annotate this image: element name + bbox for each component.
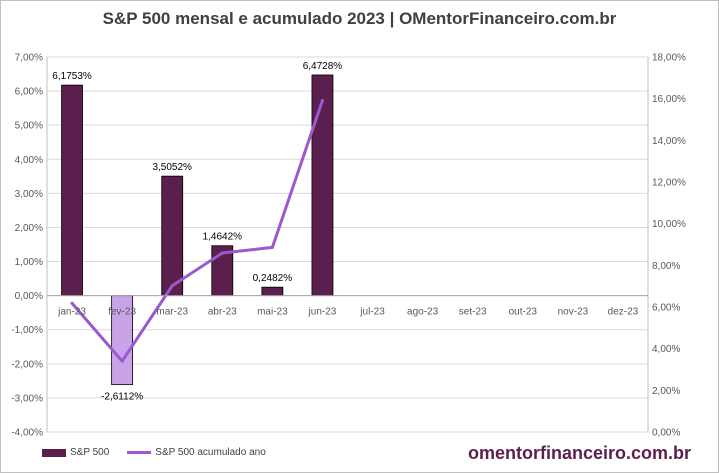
bar-data-label: 6,4728% <box>303 61 343 72</box>
y-left-tick-label: 5,00% <box>15 121 43 132</box>
bar <box>311 74 334 297</box>
bar <box>161 175 184 297</box>
y-left-tick-label: -2,00% <box>11 359 43 370</box>
y-right-tick-label: 16,00% <box>652 94 686 105</box>
line-point <box>220 251 224 255</box>
legend-label-line: S&P 500 acumulado ano <box>155 447 266 458</box>
bar <box>61 84 83 297</box>
x-tick-label: jan-23 <box>57 307 86 318</box>
bar-data-label: 3,5052% <box>152 162 192 173</box>
y-right-tick-label: 4,00% <box>652 344 680 355</box>
x-tick-label: mai-23 <box>257 307 288 318</box>
bar-data-label: -2,6112% <box>101 392 143 403</box>
gridlines <box>46 56 649 433</box>
legend-swatch-line <box>127 451 152 454</box>
x-tick-label: nov-23 <box>558 307 589 318</box>
legend: S&P 500 S&P 500 acumulado ano <box>42 447 266 458</box>
chart-title: S&P 500 mensal e acumulado 2023 | OMento… <box>102 9 617 28</box>
y-left-tick-label: 6,00% <box>15 87 43 98</box>
y-right-tick-label: 8,00% <box>652 261 680 272</box>
y-left-tick-label: 7,00% <box>15 53 43 64</box>
accumulated-line <box>70 99 324 363</box>
y-right-tick-label: 14,00% <box>652 136 686 147</box>
x-tick-label: ago-23 <box>407 307 439 318</box>
line-point <box>270 245 274 249</box>
y-right-tick-label: 12,00% <box>652 178 686 189</box>
x-tick-label: jul-23 <box>359 307 385 318</box>
bar-data-label: 0,2482% <box>253 273 293 284</box>
data-labels: 6,1753% -2,6112% 3,5052% 1,4642% 0,2482% 6,47… <box>52 61 342 403</box>
line-point <box>320 99 324 103</box>
x-tick-label: dez-23 <box>608 307 639 318</box>
y-right-tick-label: 18,00% <box>652 53 686 64</box>
y-left-tick-label: -3,00% <box>11 393 43 404</box>
x-tick-label: jun-23 <box>308 307 337 318</box>
x-tick-label: set-23 <box>459 307 487 318</box>
x-tick-label: abr-23 <box>208 307 237 318</box>
y-left-tick-label: 4,00% <box>15 155 43 166</box>
line-point <box>120 359 124 363</box>
y-left-tick-label: -1,00% <box>11 325 43 336</box>
watermark-text: omentorfinanceiro.com.br <box>467 443 691 463</box>
x-tick-label: out-23 <box>509 307 538 318</box>
y-right-tick-label: 6,00% <box>652 303 680 314</box>
y-right-tick-label: 0,00% <box>652 428 680 439</box>
y-left-tick-label: 3,00% <box>15 189 43 200</box>
y-left-tick-label: -4,00% <box>11 428 43 439</box>
bar <box>261 286 284 297</box>
axes: -4,00% -3,00% -2,00% -1,00% 0,00% 1,00% 2,00% 3… <box>11 53 686 439</box>
bar-series <box>61 74 334 386</box>
legend-label-bar: S&P 500 <box>70 447 110 458</box>
y-left-tick-label: 2,00% <box>15 223 43 234</box>
y-left-tick-label: 0,00% <box>15 291 43 302</box>
x-tick-label: fev-23 <box>108 307 136 318</box>
plot-area-border <box>46 56 649 433</box>
y-left-tick-label: 1,00% <box>15 257 43 268</box>
line-series <box>70 99 324 363</box>
bar-data-label: 6,1753% <box>52 71 92 82</box>
x-tick-label: mar-23 <box>156 307 188 318</box>
bar-data-label: 1,4642% <box>203 232 243 243</box>
y-right-tick-label: 10,00% <box>652 219 686 230</box>
y-right-tick-label: 2,00% <box>652 386 680 397</box>
line-point <box>70 301 74 305</box>
legend-swatch-bar <box>42 448 66 457</box>
line-point <box>170 284 174 288</box>
